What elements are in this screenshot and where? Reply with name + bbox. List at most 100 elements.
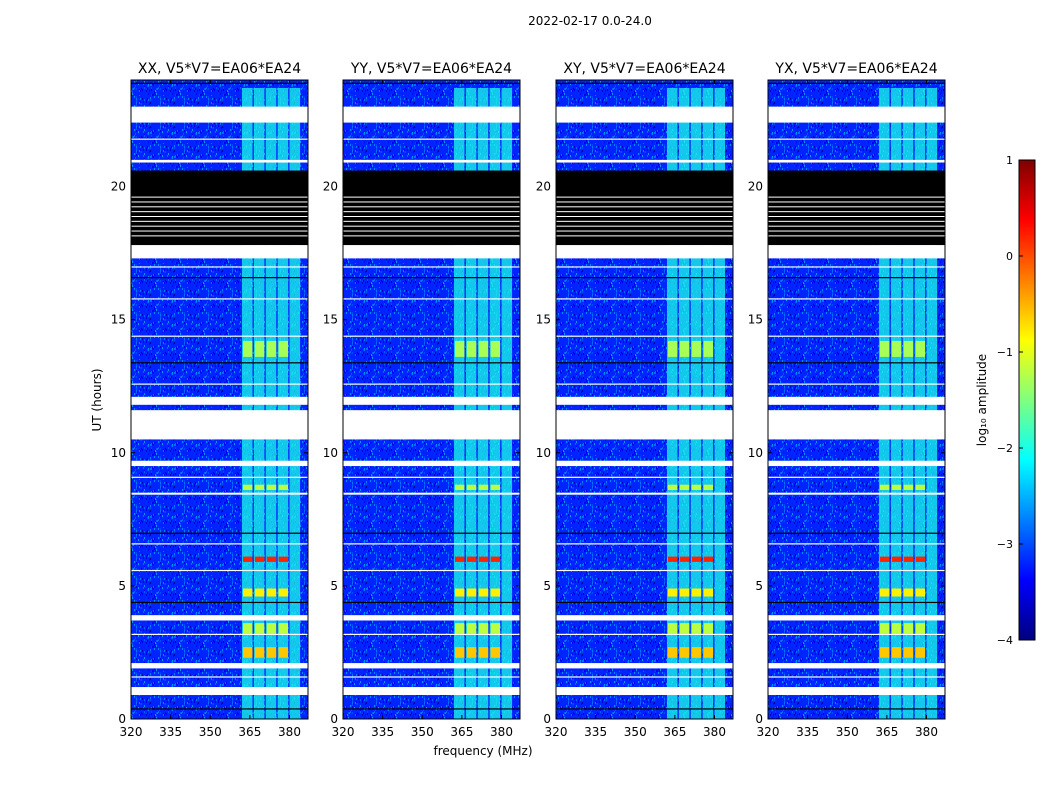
- rfi-event-0: [466, 340, 477, 357]
- flag-line: [556, 676, 733, 678]
- flag-line: [768, 335, 945, 337]
- x-tick-label: 380: [703, 725, 726, 739]
- flag-stripe: [131, 225, 308, 227]
- panel-yy: YY, V5*V7=EA06*EA24 320 335 350 365 380 0 5 10 15…: [323, 61, 521, 739]
- rfi-event-3: [278, 588, 289, 597]
- rfi-event-5: [703, 647, 714, 658]
- flagged-blank-7: [768, 615, 945, 621]
- rfi-event-0: [903, 340, 914, 357]
- y-tick-label: 15: [748, 313, 763, 327]
- rfi-event-1: [278, 484, 289, 491]
- y-tick-label: 5: [755, 579, 763, 593]
- flag-line: [768, 601, 945, 604]
- flag-line: [768, 708, 945, 710]
- x-tick-label: 320: [332, 725, 355, 739]
- flagged-blank-0: [556, 106, 733, 123]
- rfi-event-4: [266, 623, 277, 634]
- flag-stripe: [343, 235, 520, 237]
- flag-line: [768, 362, 945, 364]
- flagged-blank-4: [556, 410, 733, 440]
- flag-line: [768, 476, 945, 478]
- colorbar-tick-label: −1: [997, 346, 1013, 359]
- flag-line: [343, 383, 520, 385]
- rfi-event-0: [242, 340, 253, 357]
- flag-stripe: [343, 220, 520, 222]
- flagged-blank-3: [768, 396, 945, 405]
- flag-line: [556, 543, 733, 545]
- colorbar-tick-label: 0: [1006, 250, 1013, 263]
- rfi-event-4: [478, 623, 489, 634]
- flag-stripe: [556, 235, 733, 237]
- rfi-event-3: [879, 588, 890, 597]
- flag-line: [343, 569, 520, 572]
- flag-line: [556, 335, 733, 337]
- rfi-event-4: [667, 623, 678, 634]
- rfi-event-4: [691, 623, 702, 634]
- rfi-event-2: [703, 556, 714, 562]
- y-tick-label: 20: [323, 180, 338, 194]
- rfi-event-0: [278, 340, 289, 357]
- flagged-dark-block: [343, 170, 520, 246]
- flagged-blank-6: [131, 492, 308, 495]
- flagged-blank-6: [343, 492, 520, 495]
- flag-stripe: [768, 235, 945, 237]
- rfi-event-3: [490, 588, 501, 597]
- x-tick-label: 350: [199, 725, 222, 739]
- flag-line: [131, 633, 308, 635]
- flagged-blank-2: [768, 245, 945, 259]
- rfi-event-4: [278, 623, 289, 634]
- panel-xx: XX, V5*V7=EA06*EA24 320 335 350 365 380 0 5 10 15…: [111, 61, 309, 739]
- rfi-event-1: [703, 484, 714, 491]
- panel-frame: [130, 79, 309, 720]
- flag-stripe: [556, 211, 733, 213]
- rfi-event-3: [915, 588, 926, 597]
- x-tick-label: 365: [450, 725, 473, 739]
- flag-stripe: [768, 220, 945, 222]
- rfi-event-2: [466, 556, 477, 562]
- rfi-event-1: [891, 484, 902, 491]
- flagged-blank-6: [768, 492, 945, 495]
- flag-line: [556, 82, 733, 84]
- flag-line: [768, 633, 945, 635]
- rfi-event-5: [466, 647, 477, 658]
- flagged-dark-block: [768, 170, 945, 246]
- rfi-event-4: [915, 623, 926, 634]
- rfi-event-4: [903, 623, 914, 634]
- panel-title: YX, V5*V7=EA06*EA24: [774, 61, 937, 77]
- flagged-blank-4: [343, 410, 520, 440]
- rfi-event-3: [478, 588, 489, 597]
- rfi-event-2: [891, 556, 902, 562]
- colorbar-tick-label: −2: [997, 442, 1013, 455]
- flag-stripe: [131, 201, 308, 203]
- rfi-event-5: [254, 647, 265, 658]
- flag-stripe: [556, 201, 733, 203]
- flag-stripe: [131, 235, 308, 237]
- flag-line: [131, 676, 308, 678]
- flag-stripe: [343, 201, 520, 203]
- rfi-event-2: [454, 556, 465, 562]
- flag-line: [131, 362, 308, 364]
- rfi-event-4: [679, 623, 690, 634]
- rfi-event-4: [254, 623, 265, 634]
- flag-stripe: [768, 211, 945, 213]
- flag-line: [768, 532, 945, 534]
- flag-line: [343, 708, 520, 710]
- flagged-dark-block: [556, 170, 733, 246]
- figure-title: 2022-02-17 0.0-24.0: [528, 14, 652, 28]
- panel-title: YY, V5*V7=EA06*EA24: [350, 61, 512, 77]
- flag-line: [556, 532, 733, 534]
- colorbar-tick-label: 1: [1006, 154, 1013, 167]
- flag-line: [131, 383, 308, 385]
- flag-line: [131, 532, 308, 534]
- y-tick-label: 0: [755, 712, 763, 726]
- rfi-event-2: [278, 556, 289, 562]
- flag-line: [343, 633, 520, 635]
- x-tick-label: 320: [545, 725, 568, 739]
- y-tick-label: 10: [748, 446, 763, 460]
- rfi-event-0: [667, 340, 678, 357]
- flagged-blank-9: [556, 687, 733, 696]
- x-tick-label: 335: [159, 725, 182, 739]
- x-tick-label: 365: [238, 725, 261, 739]
- rfi-event-3: [891, 588, 902, 597]
- flag-line: [768, 138, 945, 140]
